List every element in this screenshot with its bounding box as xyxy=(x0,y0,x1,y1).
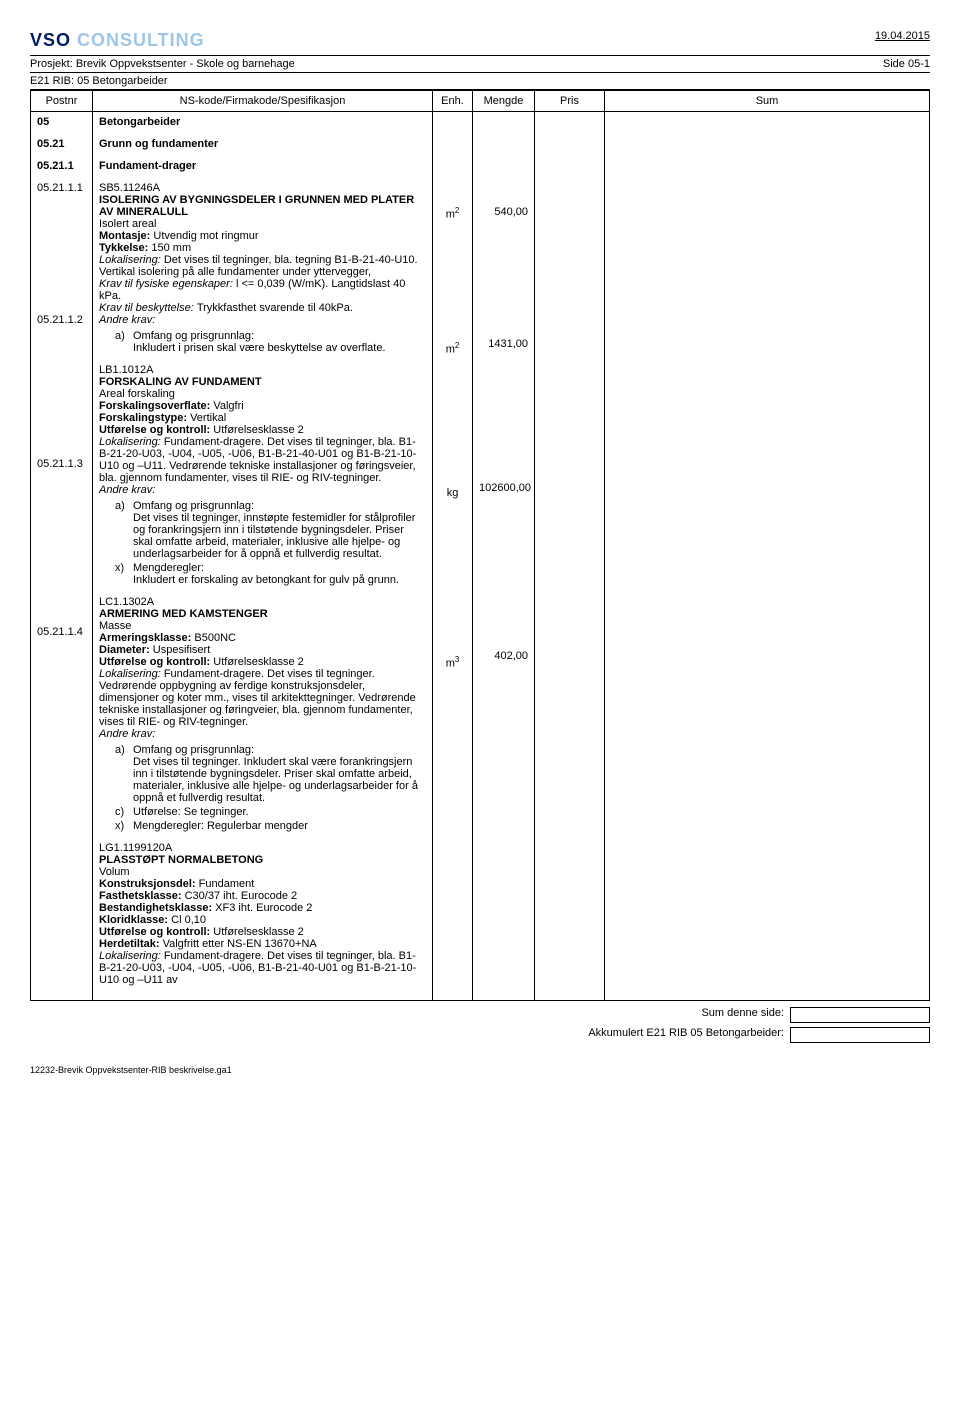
sum-side-box xyxy=(790,1007,930,1023)
enh-column: m2 m2 kg m3 xyxy=(433,112,473,1001)
table-body-row: 0505.2105.21.105.21.1.1 05.21.1.2 05.21.… xyxy=(31,112,930,1001)
post-column: 0505.2105.21.105.21.1.1 05.21.1.2 05.21.… xyxy=(31,112,93,1001)
spec-item: LG1.1199120APLASSTØPT NORMALBETONGVolumK… xyxy=(99,842,426,986)
sum-column xyxy=(605,112,930,1001)
col-spec: NS-kode/Firmakode/Spesifikasjon xyxy=(93,91,433,112)
spec-item: LC1.1302AARMERING MED KAMSTENGERMasseArm… xyxy=(99,596,426,832)
footer-file: 12232-Brevik Oppvekstsenter-RIB beskrive… xyxy=(30,1065,930,1075)
pris-column xyxy=(535,112,605,1001)
logo-part1: VSO xyxy=(30,30,77,50)
page-number: Side 05-1 xyxy=(883,58,930,70)
logo-part2: CONSULTING xyxy=(77,30,205,50)
spec-column: BetongarbeiderGrunn og fundamenterFundam… xyxy=(93,112,433,1001)
project-label: Prosjekt: Brevik Oppvekstsenter - Skole … xyxy=(30,58,295,70)
col-pris: Pris xyxy=(535,91,605,112)
header-row: VSO CONSULTING 19.04.2015 xyxy=(30,30,930,51)
sum-akk-box xyxy=(790,1027,930,1043)
table-header-row: Postnr NS-kode/Firmakode/Spesifikasjon E… xyxy=(31,91,930,112)
col-mengde: Mengde xyxy=(473,91,535,112)
col-sum: Sum xyxy=(605,91,930,112)
footer-sums: Sum denne side: Akkumulert E21 RIB 05 Be… xyxy=(30,1005,930,1045)
spec-item: SB5.11246AISOLERING AV BYGNINGSDELER I G… xyxy=(99,182,426,354)
logo: VSO CONSULTING xyxy=(30,30,205,51)
section-title: E21 RIB: 05 Betongarbeider xyxy=(30,73,930,90)
mengde-column: 540,00 1431,00 102600,00 402,00 xyxy=(473,112,535,1001)
spec-item: LB1.1012AFORSKALING AV FUNDAMENTAreal fo… xyxy=(99,364,426,586)
col-enh: Enh. xyxy=(433,91,473,112)
header-date: 19.04.2015 xyxy=(875,30,930,42)
sum-akk-label: Akkumulert E21 RIB 05 Betongarbeider: xyxy=(588,1027,790,1043)
spec-table: Postnr NS-kode/Firmakode/Spesifikasjon E… xyxy=(30,90,930,1001)
sum-side-label: Sum denne side: xyxy=(701,1007,790,1023)
project-row: Prosjekt: Brevik Oppvekstsenter - Skole … xyxy=(30,55,930,73)
col-postnr: Postnr xyxy=(31,91,93,112)
